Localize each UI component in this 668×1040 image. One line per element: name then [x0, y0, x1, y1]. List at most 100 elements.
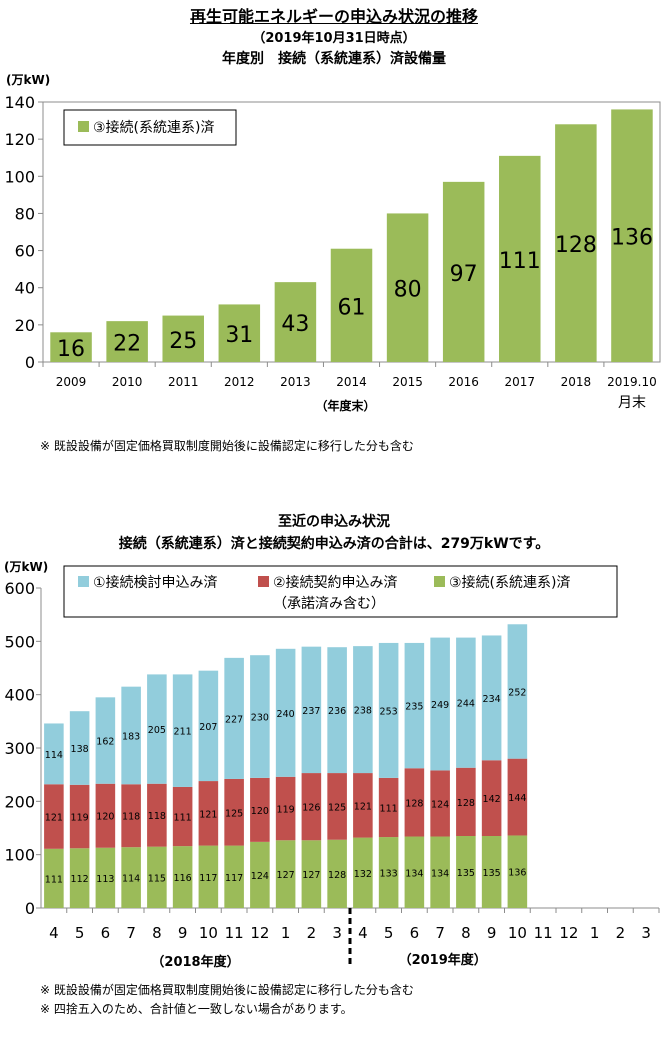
chart2-legend-swatch [434, 576, 445, 587]
chart2-bar-segment [275, 840, 296, 908]
chart1-bar-label: 25 [169, 329, 197, 354]
chart2-x-tick-label: 8 [152, 924, 162, 942]
chart2-bar-segment [275, 776, 296, 841]
chart1-y-tick-label: 140 [4, 93, 35, 112]
chart2-bar-segment [250, 655, 270, 778]
chart1-legend-swatch [78, 121, 89, 132]
chart1-x-tick-label: 2018 [561, 375, 592, 389]
chart1-y-tick-label: 80 [15, 204, 35, 223]
chart2-x-tick-label: 3 [332, 924, 342, 942]
chart2-segment-label: 249 [431, 700, 449, 711]
chart2-segment-label: 120 [251, 806, 269, 817]
chart2-segment-label: 114 [45, 750, 63, 761]
chart2-bar-segment [404, 836, 425, 908]
as-of-date: （2019年10月31日時点） [252, 31, 416, 46]
chart2-x-tick-label: 9 [487, 924, 497, 942]
chart1-x-extra-label: 月末 [618, 395, 646, 411]
chart2-bar-segment [507, 835, 528, 908]
chart2-segment-label: 119 [277, 805, 295, 816]
chart1-x-tick-label: 2019.10 [607, 375, 657, 389]
chart1-y-tick-label: 40 [15, 279, 35, 298]
chart2-segment-label: 114 [122, 874, 140, 885]
chart2-segment-label: 119 [71, 813, 89, 824]
chart2-x-tick-label: 1 [590, 924, 600, 942]
chart2-x-tick-label: 5 [75, 924, 85, 942]
chart1-y-tick-label: 120 [4, 130, 35, 149]
chart2-x-tick-label: 3 [641, 924, 651, 942]
chart1-bar [50, 332, 92, 362]
chart2-bar-segment [327, 647, 347, 774]
chart2-bar-segment [456, 637, 476, 768]
chart2-segment-label: 120 [96, 812, 114, 823]
chart2-legend-label: ②接続契約申込み済 [273, 574, 398, 591]
chart1-y-tick-label: 0 [25, 353, 35, 372]
chart1-bar-label: 61 [338, 295, 366, 320]
chart2-x-tick-label: 11 [534, 924, 553, 942]
chart2-segment-label: 128 [405, 798, 423, 809]
chart2-y-tick-label: 600 [4, 579, 35, 598]
chart2-x-tick-label: 1 [281, 924, 291, 942]
chart1-x-axis-label: （年度末） [315, 398, 375, 413]
chart2-x-tick-label: 9 [178, 924, 188, 942]
chart1-y-unit: (万kW) [6, 73, 50, 87]
chart2-segment-label: 124 [251, 871, 269, 882]
chart2-segment-label: 127 [302, 870, 320, 881]
chart2-segment-label: 244 [457, 699, 475, 710]
chart2-segment-label: 207 [199, 722, 217, 733]
chart2-bar-segment [95, 847, 116, 908]
chart2-legend [63, 565, 618, 618]
chart2-segment-label: 111 [174, 813, 192, 824]
chart2-bar-segment [250, 841, 270, 908]
chart2-bar-segment [456, 836, 476, 908]
chart1-bar [162, 315, 204, 362]
chart1-x-tick-label: 2014 [336, 375, 367, 389]
chart1-bar-label: 111 [499, 249, 541, 274]
chart2-segment-label: 111 [45, 874, 63, 885]
chart2-x-tick-label: 12 [559, 924, 578, 942]
chart2-segment-label: 126 [302, 803, 320, 814]
chart2-segment-label: 252 [508, 687, 526, 698]
chart1-bar [106, 321, 148, 362]
chart2-segment-label: 162 [96, 737, 114, 748]
chart2-segment-label: 115 [148, 873, 166, 884]
chart2-bar-segment [147, 783, 167, 847]
chart2-y-tick-label: 300 [4, 739, 35, 758]
chart2-bar-segment [327, 839, 347, 908]
chart2-bar-segment [198, 781, 219, 846]
chart1-bar-label: 31 [225, 323, 253, 348]
chart2-x-tick-label: 4 [49, 924, 59, 942]
chart2-segment-label: 134 [431, 868, 449, 879]
chart2-bar-segment [172, 846, 193, 908]
chart2-segment-label: 118 [148, 811, 166, 822]
chart2-segment-label: 125 [328, 802, 346, 813]
chart2-note-2: ※ 四捨五入のため、合計値と一致しない場合があります。 [40, 1002, 353, 1016]
chart2-bar-segment [507, 758, 528, 836]
chart2-segment-label: 135 [483, 868, 501, 879]
chart2-bar-segment [172, 674, 193, 787]
chart1-x-tick-label: 2012 [224, 375, 255, 389]
chart1-legend-label: ③接続(系統連系)済 [93, 119, 214, 136]
chart2-segment-label: 134 [405, 868, 423, 879]
chart2-segment-label: 211 [174, 727, 192, 738]
chart2-note-1: ※ 既設設備が固定価格買取制度開始後に設備認定に移行した分も含む [40, 983, 414, 997]
chart1-x-tick-label: 2013 [280, 375, 311, 389]
chart2-bar-segment [121, 686, 141, 785]
chart2-segment-label: 125 [225, 808, 243, 819]
chart2-y-tick-label: 400 [4, 686, 35, 705]
chart2-segment-label: 117 [225, 873, 243, 884]
chart1-plot-area [42, 101, 661, 363]
chart1-x-tick-label: 2017 [504, 375, 535, 389]
chart1-x-tick-label: 2009 [56, 375, 87, 389]
chart1-x-tick-label: 2015 [392, 375, 423, 389]
chart2-bar-segment [378, 837, 399, 908]
chart2-bar-segment [430, 770, 450, 837]
chart2-bar-segment [353, 773, 373, 838]
chart2-bar-segment [378, 777, 399, 838]
chart2-x-tick-label: 8 [461, 924, 471, 942]
chart2-bar-segment [275, 648, 296, 777]
chart2-bar-segment [224, 657, 244, 779]
page-title: 再生可能エネルギーの申込み状況の推移 [189, 7, 478, 26]
chart2-y-tick-label: 100 [4, 846, 35, 865]
chart2-bar-segment [224, 778, 244, 846]
chart2-legend-label: ③接続(系統連系)済 [449, 574, 570, 591]
